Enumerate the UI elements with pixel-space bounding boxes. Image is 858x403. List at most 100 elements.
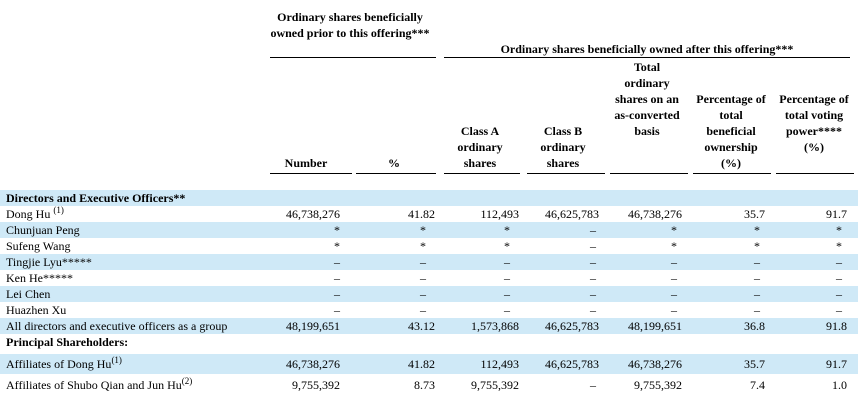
col-rule-beneficial [693,173,771,174]
table-row: Affiliates of Dong Hu(1) 46,738,276 41.8… [0,356,858,372]
table-row: Ken He***** – – – – – – – [0,270,858,286]
cell-voting: 91.8 [826,319,847,333]
cell-number: 48,199,651 [286,319,340,333]
cell-percent: 43.12 [408,319,435,333]
cell-number: 46,738,276 [286,357,340,371]
header-class-b: Class B ordinary shares [540,124,586,170]
row-band [0,286,858,302]
cell-number: – [334,271,340,285]
table-row: Dong Hu (1) 46,738,276 41.82 112,493 46,… [0,206,858,222]
table-row: Affiliates of Shubo Qian and Jun Hu(2) 9… [0,377,858,393]
cell-beneficial: * [754,223,760,237]
cell-percent: – [420,287,426,301]
header-number: Number [284,156,328,170]
table-row: All directors and executive officers as … [0,318,858,334]
cell-beneficial: – [754,255,760,269]
col-rule-class-a [444,173,520,174]
row-label: Dong Hu (1) [6,205,64,222]
col-rule-voting [776,173,854,174]
col-rule-number [270,173,352,174]
cell-percent: * [420,239,426,253]
cell-total: * [671,239,677,253]
row-label: Tingjie Lyu***** [6,255,92,269]
cell-class-b: – [590,255,596,269]
cell-number: – [334,303,340,317]
cell-class-a: 112,493 [480,357,519,371]
header-voting-pct: Percentage of total voting power**** (%) [779,92,849,154]
cell-total: 9,755,392 [634,378,682,392]
header-group-before: Ordinary shares beneficially owned prior… [270,10,430,40]
cell-beneficial: * [754,239,760,253]
cell-class-b: – [590,378,596,392]
cell-class-b: – [590,287,596,301]
cell-percent: 41.82 [408,207,435,221]
cell-voting: – [836,287,842,301]
cell-percent: – [420,271,426,285]
cell-class-a: – [504,255,510,269]
row-label: Ken He***** [6,271,73,285]
cell-total: 46,738,276 [628,207,682,221]
cell-class-b: – [590,223,596,237]
cell-voting: – [836,303,842,317]
cell-total: – [671,271,677,285]
cell-total: * [671,223,677,237]
cell-class-a: 9,755,392 [471,378,519,392]
cell-beneficial: 35.7 [744,357,765,371]
cell-class-a: – [504,271,510,285]
col-rule-class-b [527,173,605,174]
cell-class-b: 46,625,783 [545,207,599,221]
cell-class-a: 112,493 [480,207,519,221]
cell-class-b: 46,625,783 [545,357,599,371]
row-label: Affiliates of Shubo Qian and Jun Hu(2) [6,376,193,393]
cell-beneficial: 7.4 [750,378,765,392]
cell-class-a: – [504,303,510,317]
cell-class-a: – [504,287,510,301]
section-principal: Principal Shareholders: [6,335,129,349]
cell-beneficial: 36.8 [744,319,765,333]
row-label: Affiliates of Dong Hu(1) [6,355,122,372]
cell-number: * [334,239,340,253]
col-rule-total [610,173,688,174]
cell-beneficial: – [754,303,760,317]
row-band [0,222,858,238]
section-directors: Directors and Executive Officers** [6,191,186,205]
cell-number: 9,755,392 [292,378,340,392]
cell-voting: 1.0 [832,378,847,392]
cell-class-b: – [590,303,596,317]
cell-voting: * [836,223,842,237]
cell-total: 48,199,651 [628,319,682,333]
cell-class-a: * [504,223,510,237]
cell-beneficial: – [754,271,760,285]
cell-percent: 41.82 [408,357,435,371]
row-label: Sufeng Wang [6,239,71,253]
cell-beneficial: 35.7 [744,207,765,221]
row-label: All directors and executive officers as … [6,319,228,333]
table-row: Sufeng Wang * * * – * * * [0,238,858,254]
row-label: Chunjuan Peng [6,223,80,237]
cell-total: – [671,303,677,317]
header-percent: % [388,156,400,170]
col-rule-percent [356,173,436,174]
table-row: Chunjuan Peng * * * – * * * [0,222,858,238]
header-group-before-rule [270,57,436,58]
cell-total: – [671,255,677,269]
header-group-after-rule [444,57,850,58]
cell-class-b: – [590,239,596,253]
cell-voting: 91.7 [826,207,847,221]
cell-number: * [334,223,340,237]
header-group-after: Ordinary shares beneficially owned after… [500,42,794,56]
row-label: Huazhen Xu [6,303,67,317]
table-row: Huazhen Xu – – – – – – – [0,302,858,318]
cell-voting: – [836,255,842,269]
row-band [0,318,858,334]
header-total-shares: Total ordinary shares on an as-converted… [614,60,680,138]
cell-class-b: 46,625,783 [545,319,599,333]
cell-total: 46,738,276 [628,357,682,371]
cell-percent: 8.73 [414,378,435,392]
cell-class-a: 1,573,868 [471,319,519,333]
cell-class-a: * [504,239,510,253]
cell-beneficial: – [754,287,760,301]
cell-percent: * [420,223,426,237]
cell-class-b: – [590,271,596,285]
cell-total: – [671,287,677,301]
